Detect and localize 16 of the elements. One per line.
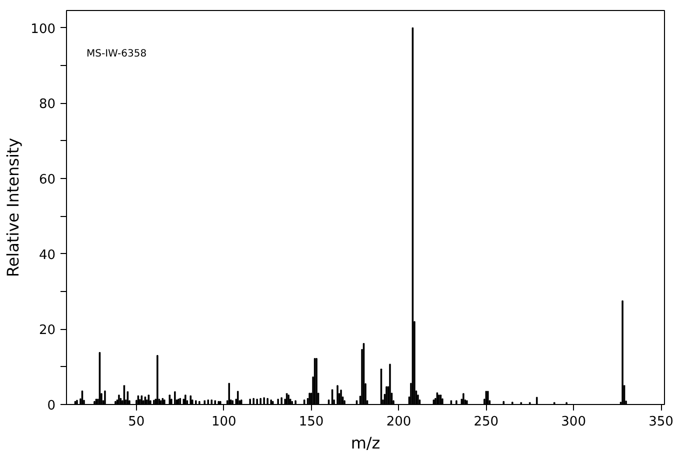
y-tick-label: 40: [38, 248, 56, 263]
x-tick-label: 200: [386, 414, 412, 430]
x-tick-label: 300: [561, 414, 586, 430]
y-axis-title: Relative Intensity: [4, 138, 23, 278]
y-tick-label: 60: [38, 172, 56, 188]
y-tick-label: 80: [38, 97, 56, 112]
y-tick-label: 0: [47, 398, 56, 414]
y-tick-label: 100: [30, 22, 56, 37]
x-tick-label: 250: [474, 414, 499, 430]
annotation: MS-IW-6358: [86, 48, 147, 60]
y-tick-label: 20: [38, 323, 56, 338]
x-tick-label: 350: [648, 414, 674, 430]
x-tick-label: 150: [298, 414, 324, 430]
x-tick-label: 100: [211, 414, 236, 430]
x-tick-label: 50: [128, 414, 145, 430]
x-axis-title: m/z: [350, 434, 380, 452]
